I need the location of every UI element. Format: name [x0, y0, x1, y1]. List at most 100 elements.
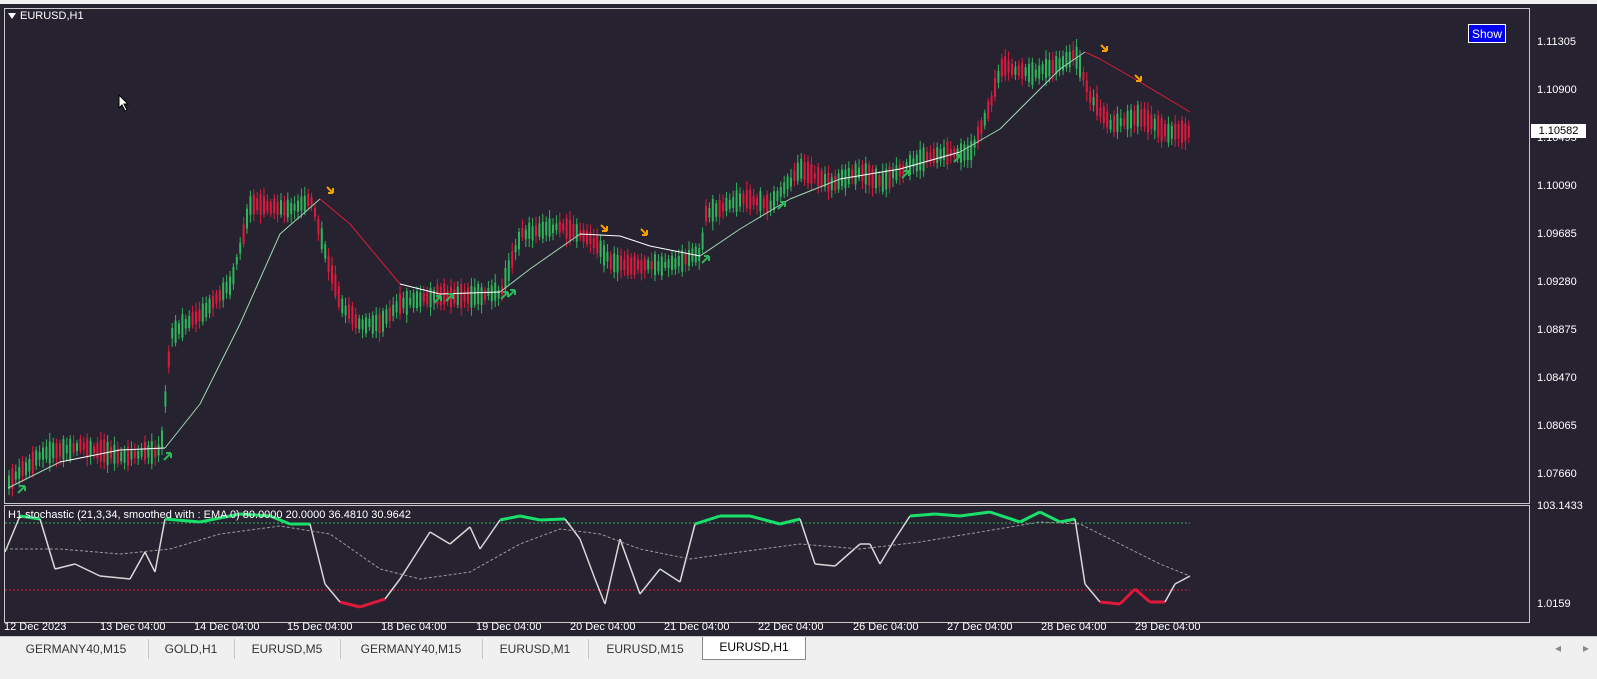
candle-body — [1160, 118, 1163, 142]
candle-body — [524, 229, 527, 240]
candle-body — [953, 148, 956, 158]
stoch-main-segment — [1174, 575, 1191, 585]
candle-body — [35, 450, 38, 466]
tab-germany40-m15-2[interactable]: GERMANY40,M15 — [340, 639, 483, 659]
candle-body — [915, 154, 918, 172]
tab-eurusd-m5[interactable]: EURUSD,M5 — [234, 639, 341, 659]
ma-line-segment — [959, 128, 1001, 153]
candle-body — [1038, 65, 1041, 79]
symbol-label[interactable]: EURUSD,H1 — [8, 10, 84, 22]
stoch-main-segment — [399, 531, 431, 580]
candle-body — [922, 147, 925, 172]
ma-line-segment — [7, 461, 61, 489]
stoch-main-segment — [359, 597, 386, 609]
candle-body — [596, 235, 599, 254]
candle-body — [147, 445, 150, 458]
candle-body — [694, 246, 697, 263]
chart-tabs: GERMANY40,M15 GOLD,H1 EURUSD,M5 GERMANY4… — [0, 636, 1597, 660]
candle-body — [161, 430, 163, 448]
stoch-main-segment — [959, 510, 991, 518]
candle-body — [606, 251, 609, 262]
scroll-right-icon[interactable]: ▸ — [1582, 641, 1589, 655]
stoch-main-segment — [309, 523, 326, 585]
stoch-main-segment — [564, 518, 581, 540]
current-price-tag: 1.10582 — [1531, 124, 1586, 138]
candle-body — [769, 200, 772, 210]
tab-gold-h1[interactable]: GOLD,H1 — [148, 639, 235, 659]
candle-body — [96, 443, 99, 459]
status-bar — [0, 660, 1597, 679]
candle-body — [416, 291, 418, 309]
stoch-signal-line — [5, 521, 1191, 580]
tab-eurusd-h1[interactable]: EURUSD,H1 — [702, 637, 806, 660]
candle-body — [1055, 55, 1058, 75]
candle-body — [796, 162, 799, 181]
stoch-main-segment — [639, 568, 661, 595]
candle-body — [422, 292, 425, 303]
candle-body — [613, 253, 616, 272]
candle-body — [861, 164, 864, 182]
candle-body — [919, 149, 922, 171]
tab-germany40-m15[interactable]: GERMANY40,M15 — [4, 639, 149, 659]
ma-line-segment — [399, 283, 441, 295]
sell-arrow-icon — [640, 228, 648, 236]
candle-body — [358, 318, 361, 329]
candle-body — [133, 448, 136, 459]
stoch-main-segment — [1074, 518, 1086, 585]
candle-body — [76, 443, 78, 452]
candle-body — [222, 282, 225, 301]
candle-body — [759, 191, 762, 212]
candle-body — [1072, 50, 1075, 61]
candle-body — [790, 177, 792, 187]
stoch-main-segment — [129, 551, 146, 580]
candle-body — [48, 441, 51, 464]
candle-body — [1028, 63, 1030, 82]
candle-body — [541, 221, 544, 239]
candle-body — [895, 165, 898, 181]
candle-body — [875, 168, 877, 189]
candle-body — [603, 245, 605, 266]
buy-arrow-icon — [901, 170, 910, 179]
candle-body — [1051, 59, 1054, 73]
candle-body — [55, 443, 58, 459]
scroll-left-icon[interactable]: ◂ — [1554, 641, 1561, 655]
candle-body — [834, 175, 837, 191]
candle-body — [269, 202, 272, 214]
candle-body — [395, 301, 398, 313]
candle-body — [779, 187, 782, 197]
candle-body — [8, 475, 10, 489]
stoch-main-segment — [619, 538, 641, 595]
candle-body — [620, 255, 622, 271]
candle-body — [728, 199, 731, 209]
tab-eurusd-m15[interactable]: EURUSD,M15 — [588, 639, 703, 659]
candle-body — [1007, 60, 1010, 73]
mouse-cursor-icon — [118, 94, 130, 112]
price-chart[interactable] — [0, 4, 1597, 636]
ma-line-segment — [499, 268, 531, 293]
candle-body — [303, 195, 306, 212]
price-axis-label: 1.08875 — [1537, 324, 1577, 336]
price-axis-label: 1.09280 — [1537, 276, 1577, 288]
tab-eurusd-m1[interactable]: EURUSD,M1 — [482, 639, 589, 659]
dropdown-triangle-icon[interactable] — [8, 13, 16, 19]
candle-body — [1096, 93, 1098, 116]
price-axis-label: 1.11305 — [1537, 36, 1576, 48]
candle-body — [647, 260, 650, 270]
candle-body — [1147, 110, 1149, 133]
candle-body — [820, 170, 823, 188]
candle-body — [59, 443, 61, 457]
chart-window[interactable]: EURUSD,H1 Show H1 stochastic (21,3,34, s… — [0, 4, 1597, 636]
candle-body — [521, 227, 524, 238]
candle-body — [725, 197, 728, 212]
time-axis-label: 20 Dec 04:00 — [570, 621, 636, 633]
stoch-main-segment — [679, 523, 696, 583]
candle-body — [453, 289, 456, 304]
candle-body — [640, 259, 643, 274]
candle-body — [130, 449, 133, 460]
candle-body — [858, 167, 860, 179]
candle-body — [586, 230, 588, 245]
candle-body — [239, 242, 242, 254]
time-axis-label: 13 Dec 04:00 — [100, 621, 166, 633]
candle-body — [399, 293, 401, 314]
show-button[interactable]: Show — [1468, 24, 1506, 43]
